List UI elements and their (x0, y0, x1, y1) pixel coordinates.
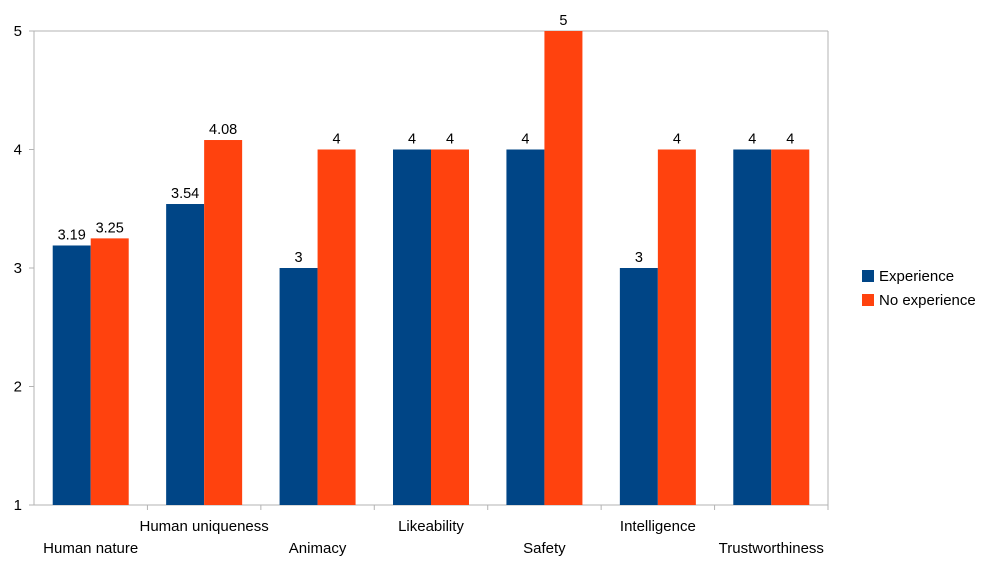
x-category-label: Trustworthiness (719, 540, 824, 557)
data-label: 4 (786, 132, 794, 148)
y-tick-label: 2 (14, 379, 22, 396)
x-category-label: Animacy (289, 540, 347, 557)
x-category-label: Intelligence (620, 518, 696, 535)
bar-no-experience (431, 149, 469, 505)
data-label: 5 (559, 13, 567, 29)
data-label: 4 (333, 132, 341, 148)
bar-experience (393, 149, 431, 505)
y-tick-label: 1 (14, 497, 22, 514)
bar-no-experience (317, 149, 356, 505)
bar-experience (279, 268, 318, 505)
x-category-label: Likeability (398, 518, 464, 535)
bar-no-experience (90, 238, 129, 505)
data-label: 3.25 (96, 220, 124, 236)
data-label: 4 (446, 132, 454, 148)
chart-data-labels: 3.19 3.25 3.54 4.08 3 4 4 4 4 5 3 4 4 4 (58, 13, 795, 266)
data-label: 3 (295, 250, 303, 266)
bar-no-experience (544, 31, 583, 505)
x-category-label: Human uniqueness (140, 518, 269, 535)
data-label: 4.08 (209, 122, 237, 138)
x-category-label: Human nature (43, 540, 138, 557)
bar-experience (166, 204, 205, 505)
legend-swatch-experience (862, 270, 874, 282)
legend-label: Experience (879, 268, 954, 285)
data-label: 4 (408, 132, 416, 148)
y-tick-label: 3 (14, 260, 22, 277)
data-label: 3.19 (58, 227, 86, 243)
legend-swatch-no-experience (862, 294, 874, 306)
y-tick-label: 4 (14, 142, 22, 159)
bar-experience (619, 268, 658, 505)
bar-no-experience (204, 140, 243, 505)
data-label: 3 (635, 250, 643, 266)
data-label: 4 (748, 132, 756, 148)
legend-label: No experience (879, 292, 976, 309)
bar-experience (733, 149, 772, 505)
chart-bars (52, 31, 810, 506)
data-label: 4 (673, 132, 681, 148)
data-label: 4 (521, 132, 529, 148)
data-label: 3.54 (171, 186, 199, 202)
bar-experience (52, 245, 91, 506)
bar-experience (506, 149, 545, 505)
chart-legend: Experience No experience (862, 268, 976, 309)
bar-no-experience (657, 149, 696, 505)
bar-no-experience (771, 149, 810, 505)
x-category-label: Safety (523, 540, 566, 557)
y-tick-label: 5 (14, 23, 22, 40)
